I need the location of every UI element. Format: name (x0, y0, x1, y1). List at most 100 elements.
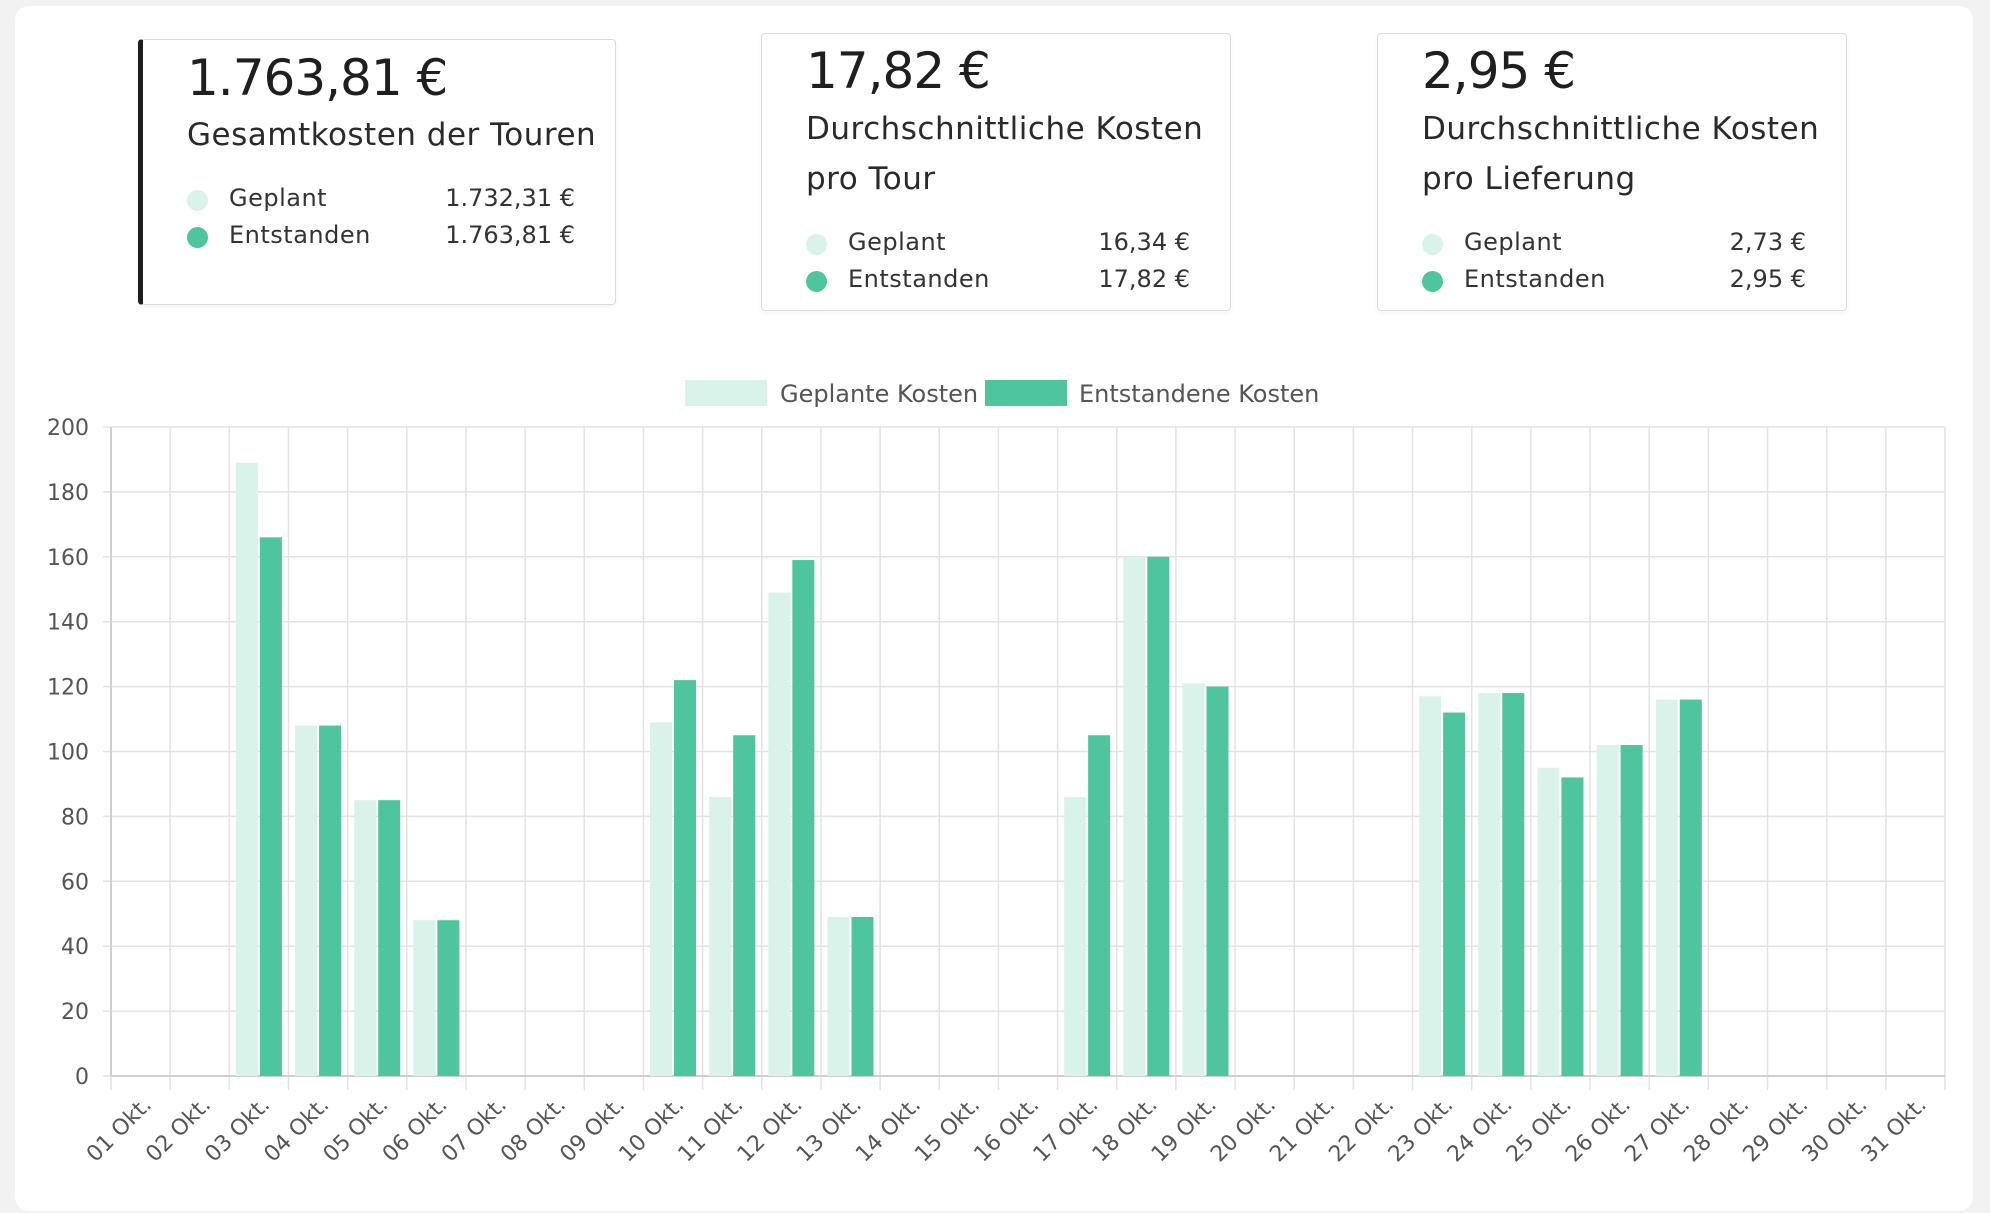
x-tick-label: 24 Okt. (1443, 1093, 1518, 1168)
actual-dot-icon (1422, 271, 1443, 292)
row-value: 2,73 € (1729, 228, 1806, 256)
x-tick-label: 15 Okt. (910, 1093, 985, 1168)
card-row-actual: Entstanden 1.763,81 € (187, 219, 575, 255)
x-tick-label: 06 Okt. (378, 1093, 453, 1168)
card-avg-cost-per-tour[interactable]: 17,82 € Durchschnittliche Kosten pro Tou… (761, 33, 1231, 311)
y-tick-label: 120 (47, 676, 89, 701)
row-label: Entstanden (229, 221, 371, 249)
x-tick-label: 02 Okt. (141, 1093, 216, 1168)
row-label: Geplant (848, 228, 947, 256)
y-tick-label: 160 (47, 546, 89, 571)
row-label: Entstanden (848, 265, 990, 293)
planned-dot-icon (806, 234, 827, 255)
bar-actual (733, 735, 756, 1076)
row-value: 1.763,81 € (445, 221, 575, 249)
bar-planned (650, 722, 673, 1076)
x-tick-label: 27 Okt. (1620, 1093, 1695, 1168)
x-tick-label: 13 Okt. (792, 1093, 867, 1168)
bar-planned (709, 796, 732, 1076)
card-amount: 2,95 € (1422, 42, 1576, 100)
bar-actual (792, 560, 815, 1076)
row-value: 16,34 € (1098, 228, 1190, 256)
y-tick-label: 200 (47, 416, 89, 441)
x-tick-label: 17 Okt. (1029, 1093, 1104, 1168)
card-row-planned: Geplant 1.732,31 € (187, 182, 575, 218)
card-row-planned: Geplant 16,34 € (806, 226, 1190, 262)
x-tick-label: 23 Okt. (1384, 1093, 1459, 1168)
x-tick-label: 03 Okt. (200, 1093, 275, 1168)
x-tick-label: 22 Okt. (1324, 1093, 1399, 1168)
card-row-actual: Entstanden 2,95 € (1422, 263, 1806, 299)
y-tick-label: 80 (61, 805, 89, 830)
y-tick-label: 20 (61, 1000, 89, 1025)
bar-actual (1679, 699, 1702, 1076)
bar-actual (1088, 735, 1111, 1076)
y-tick-label: 0 (75, 1065, 89, 1090)
y-tick-label: 100 (47, 741, 89, 766)
bar-actual (259, 537, 282, 1076)
bar-actual (1620, 745, 1643, 1076)
bar-planned (768, 592, 791, 1076)
card-row-planned: Geplant 2,73 € (1422, 226, 1806, 262)
row-label: Geplant (229, 184, 328, 212)
x-tick-label: 29 Okt. (1739, 1093, 1814, 1168)
row-label: Entstanden (1464, 265, 1606, 293)
card-description: Gesamtkosten der Touren (187, 117, 597, 153)
bar-actual (1147, 556, 1170, 1076)
bar-actual (1561, 777, 1584, 1076)
x-tick-label: 20 Okt. (1206, 1093, 1281, 1168)
bar-planned (827, 916, 850, 1076)
chart-legend: Geplante Kosten Entstandene Kosten (0, 376, 1990, 410)
legend-label-actual[interactable]: Entstandene Kosten (1079, 380, 1320, 408)
x-tick-label: 18 Okt. (1088, 1093, 1163, 1168)
actual-dot-icon (806, 271, 827, 292)
x-tick-label: 11 Okt. (674, 1093, 749, 1168)
x-tick-label: 31 Okt. (1857, 1093, 1932, 1168)
bar-planned (1182, 683, 1205, 1076)
x-tick-label: 26 Okt. (1561, 1093, 1636, 1168)
planned-dot-icon (187, 190, 208, 211)
x-tick-label: 14 Okt. (851, 1093, 926, 1168)
bar-planned (1537, 767, 1560, 1076)
bar-planned (1478, 693, 1501, 1076)
x-tick-label: 04 Okt. (260, 1093, 335, 1168)
legend-swatch-planned[interactable] (685, 380, 767, 406)
bar-planned (235, 462, 258, 1076)
y-tick-label: 40 (61, 935, 89, 960)
row-value: 1.732,31 € (445, 184, 575, 212)
card-total-costs[interactable]: 1.763,81 € Gesamtkosten der Touren Gepla… (138, 39, 616, 305)
bar-planned (354, 800, 377, 1076)
row-value: 2,95 € (1729, 265, 1806, 293)
x-tick-label: 28 Okt. (1679, 1093, 1754, 1168)
card-avg-cost-per-delivery[interactable]: 2,95 € Durchschnittliche Kosten pro Lief… (1377, 33, 1847, 311)
bar-actual (1206, 686, 1229, 1076)
x-tick-label: 19 Okt. (1147, 1093, 1222, 1168)
bar-planned (1655, 699, 1678, 1076)
x-tick-label: 08 Okt. (496, 1093, 571, 1168)
bar-planned (1419, 696, 1442, 1076)
y-tick-label: 180 (47, 481, 89, 506)
x-tick-label: 01 Okt. (82, 1093, 157, 1168)
bar-planned (413, 920, 436, 1076)
bar-actual (851, 916, 874, 1076)
bar-actual (319, 725, 342, 1076)
card-description-line2: pro Tour (806, 161, 936, 197)
card-row-actual: Entstanden 17,82 € (806, 263, 1190, 299)
x-tick-label: 09 Okt. (555, 1093, 630, 1168)
x-tick-label: 05 Okt. (319, 1093, 394, 1168)
x-tick-label: 16 Okt. (970, 1093, 1045, 1168)
actual-dot-icon (187, 227, 208, 248)
x-tick-label: 21 Okt. (1265, 1093, 1340, 1168)
x-tick-label: 10 Okt. (615, 1093, 690, 1168)
legend-swatch-actual[interactable] (985, 380, 1067, 406)
y-tick-label: 140 (47, 611, 89, 636)
legend-label-planned[interactable]: Geplante Kosten (780, 380, 979, 408)
card-description: Durchschnittliche Kosten (806, 111, 1204, 147)
card-description: Durchschnittliche Kosten (1422, 111, 1820, 147)
bar-planned (1123, 556, 1146, 1076)
bar-planned (1064, 796, 1087, 1076)
bar-actual (1443, 712, 1466, 1076)
row-value: 17,82 € (1098, 265, 1190, 293)
bar-actual (437, 920, 460, 1076)
x-tick-label: 07 Okt. (437, 1093, 512, 1168)
